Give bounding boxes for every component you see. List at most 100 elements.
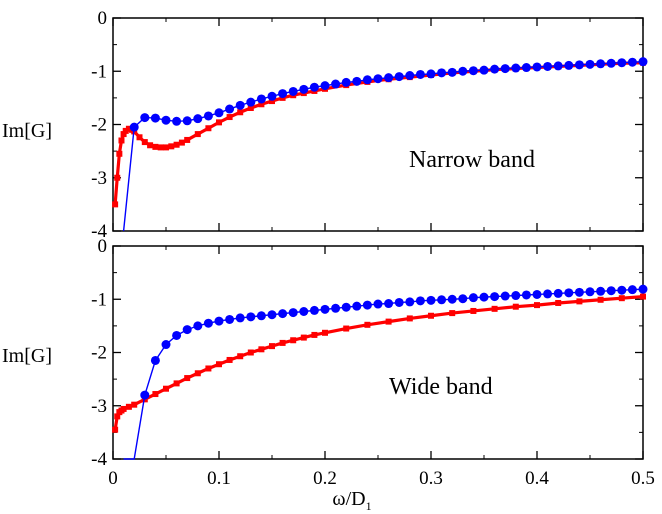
y-tick-label: -1 [91, 61, 107, 82]
red-data-point [555, 299, 562, 306]
red-data-point [640, 293, 646, 300]
red-data-point [114, 174, 121, 181]
red-data-point [364, 321, 371, 328]
blue-data-point [458, 66, 468, 76]
red-data-point [470, 307, 477, 314]
red-data-point [279, 339, 286, 346]
red-data-point [300, 334, 307, 341]
red-data-point [205, 365, 212, 372]
blue-data-point [214, 316, 224, 326]
top-series-layer [112, 57, 648, 232]
blue-data-point [193, 321, 203, 331]
y-tick-label: -1 [91, 289, 107, 310]
red-data-point [576, 298, 583, 305]
blue-data-point [574, 287, 584, 297]
red-data-point [534, 302, 540, 309]
red-data-point [290, 337, 297, 344]
red-data-point [157, 144, 164, 151]
blue-data-point [235, 313, 245, 323]
blue-series-line [122, 60, 644, 232]
blue-data-point [373, 299, 383, 309]
blue-data-point [543, 61, 553, 71]
blue-data-point [521, 290, 531, 300]
blue-data-point [193, 114, 203, 124]
blue-data-point [182, 325, 192, 335]
x-tick-label: 0.1 [207, 468, 231, 489]
blue-data-point [384, 299, 394, 309]
blue-data-point [532, 289, 542, 299]
red-data-point [136, 134, 143, 141]
bottom-series-layer [112, 284, 648, 460]
blue-data-point [437, 295, 447, 305]
blue-data-point [415, 296, 425, 306]
red-data-point [512, 303, 519, 310]
y-tick-label: -3 [91, 396, 107, 417]
blue-data-point [405, 71, 415, 81]
blue-data-point [362, 300, 372, 310]
red-data-point [216, 119, 222, 126]
blue-data-point [479, 292, 489, 302]
top-annotation-narrow-band: Narrow band [409, 147, 535, 173]
red-data-point [194, 131, 201, 138]
red-data-point [125, 403, 132, 410]
blue-data-point [129, 122, 139, 132]
blue-data-point [341, 77, 351, 87]
y-tick-label: -4 [91, 221, 107, 242]
blue-data-point [617, 285, 627, 295]
x-axis-label-main: ω/D [332, 488, 365, 510]
y-tick-label: 0 [98, 8, 108, 29]
blue-data-point [214, 108, 224, 118]
blue-data-point [490, 64, 500, 74]
red-series-line [113, 61, 644, 205]
blue-data-point [479, 65, 489, 75]
blue-data-point [267, 91, 277, 101]
bottom-panel-wide-band: 0-1-2-3-40 0.1 0.2 0.3 0.4 0.5 Im[G] Wide ban… [2, 236, 655, 513]
red-data-point [194, 370, 201, 377]
blue-data-point [267, 310, 277, 320]
blue-data-point [246, 97, 256, 107]
blue-data-point [394, 297, 404, 307]
x-tick-label: 0.3 [419, 468, 443, 489]
blue-data-point [320, 81, 330, 91]
red-data-point [184, 375, 191, 382]
x-tick-label: 0 [108, 468, 118, 489]
blue-data-point [596, 59, 606, 69]
red-data-point [163, 144, 169, 151]
blue-data-point [574, 60, 584, 70]
blue-data-point [373, 74, 383, 84]
blue-data-point [458, 294, 468, 304]
blue-data-point [585, 59, 595, 69]
red-data-point [152, 143, 159, 150]
red-data-point [491, 305, 498, 312]
blue-data-point [225, 314, 235, 324]
blue-data-point [447, 67, 457, 77]
top-y-axis-label: Im[G] [2, 120, 52, 142]
bottom-y-axis-label: Im[G] [2, 345, 52, 367]
red-data-point [184, 136, 191, 143]
blue-data-point [437, 68, 447, 78]
blue-data-point [288, 308, 298, 318]
blue-data-point [203, 111, 213, 121]
blue-data-point [511, 291, 521, 301]
red-data-point [120, 131, 127, 138]
blue-data-point [150, 355, 160, 365]
blue-data-point [606, 58, 616, 68]
red-data-point [237, 353, 244, 360]
red-data-point [112, 201, 119, 208]
red-series-line [113, 294, 644, 430]
red-data-point [163, 385, 169, 392]
blue-data-point [331, 79, 341, 89]
red-data-point [449, 310, 456, 317]
red-data-point [597, 296, 604, 303]
y-tick-label: -2 [91, 343, 107, 364]
red-data-point [122, 127, 129, 134]
blue-data-point [203, 318, 213, 328]
x-axis-label: ω/D1 [332, 488, 371, 513]
blue-data-point [627, 285, 637, 295]
blue-data-point [564, 60, 574, 70]
red-data-point [269, 98, 275, 105]
x-tick-label: 0.4 [525, 468, 549, 489]
blue-data-point [553, 61, 563, 71]
red-data-point [131, 401, 138, 408]
